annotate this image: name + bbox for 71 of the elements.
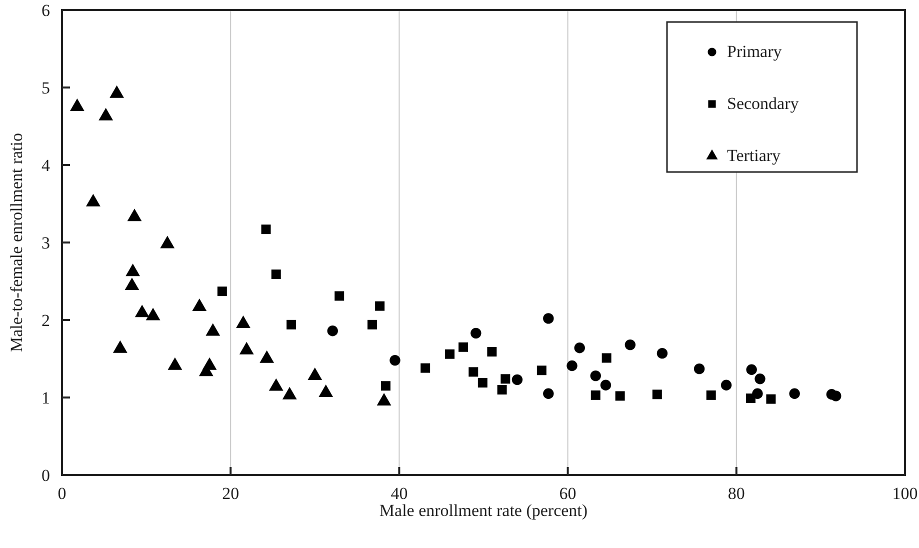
legend-label: Primary: [727, 42, 782, 61]
x-tick-label: 100: [892, 484, 918, 503]
point: [478, 378, 488, 388]
point: [261, 224, 271, 234]
x-tick-label: 0: [58, 484, 66, 503]
point: [217, 286, 227, 296]
point: [236, 316, 250, 328]
point: [600, 380, 612, 390]
point: [590, 390, 600, 400]
point: [789, 388, 800, 399]
point: [192, 298, 207, 311]
point: [126, 264, 140, 276]
point: [566, 360, 578, 372]
point: [624, 339, 636, 350]
point: [327, 326, 338, 336]
point: [706, 390, 716, 400]
point: [746, 364, 757, 375]
y-tick-label: 0: [42, 466, 50, 485]
point: [160, 236, 175, 248]
point: [390, 354, 400, 366]
point: [271, 270, 281, 280]
point: [536, 366, 546, 376]
point: [652, 390, 662, 400]
y-tick-label: 3: [42, 234, 50, 252]
y-tick-label: 6: [42, 1, 50, 20]
legend-label: Secondary: [727, 94, 800, 113]
point: [602, 353, 612, 363]
point: [458, 342, 468, 352]
point: [497, 385, 507, 394]
point: [286, 320, 296, 330]
point: [334, 291, 344, 301]
point: [512, 374, 523, 386]
x-tick-label: 20: [222, 484, 240, 503]
point: [830, 390, 842, 402]
y-tick-label: 4: [42, 156, 50, 175]
point: [367, 320, 377, 330]
y-tick-label: 2: [42, 311, 50, 330]
legend-label: Tertiary: [727, 146, 782, 165]
point: [470, 328, 482, 339]
point: [380, 381, 390, 391]
point: [70, 98, 84, 112]
point: [720, 380, 732, 390]
y-tick-label: 1: [42, 388, 50, 408]
point: [375, 301, 385, 311]
point: [754, 374, 766, 384]
point: [590, 370, 601, 382]
point: [127, 208, 142, 222]
x-tick-label: 80: [728, 484, 745, 503]
x-axis-title: Male enrollment rate (percent): [379, 501, 588, 520]
point: [468, 367, 478, 377]
y-axis-title: Male-to-female enrollment ratio: [7, 132, 26, 352]
point: [543, 313, 554, 324]
point: [420, 363, 430, 373]
point: [694, 363, 705, 374]
point: [543, 388, 554, 399]
point: [574, 342, 585, 354]
point: [766, 394, 776, 404]
x-tick-label: 40: [390, 484, 408, 503]
point: [110, 85, 124, 98]
point: [98, 108, 114, 120]
point: [487, 347, 497, 357]
x-tick-label: 60: [559, 484, 576, 503]
y-tick-label: 5: [42, 78, 50, 98]
point: [86, 194, 100, 206]
point: [746, 394, 756, 404]
point: [124, 278, 140, 290]
point: [500, 374, 510, 384]
point: [134, 304, 150, 318]
point: [615, 391, 625, 401]
point: [445, 349, 455, 359]
point: [656, 348, 668, 359]
